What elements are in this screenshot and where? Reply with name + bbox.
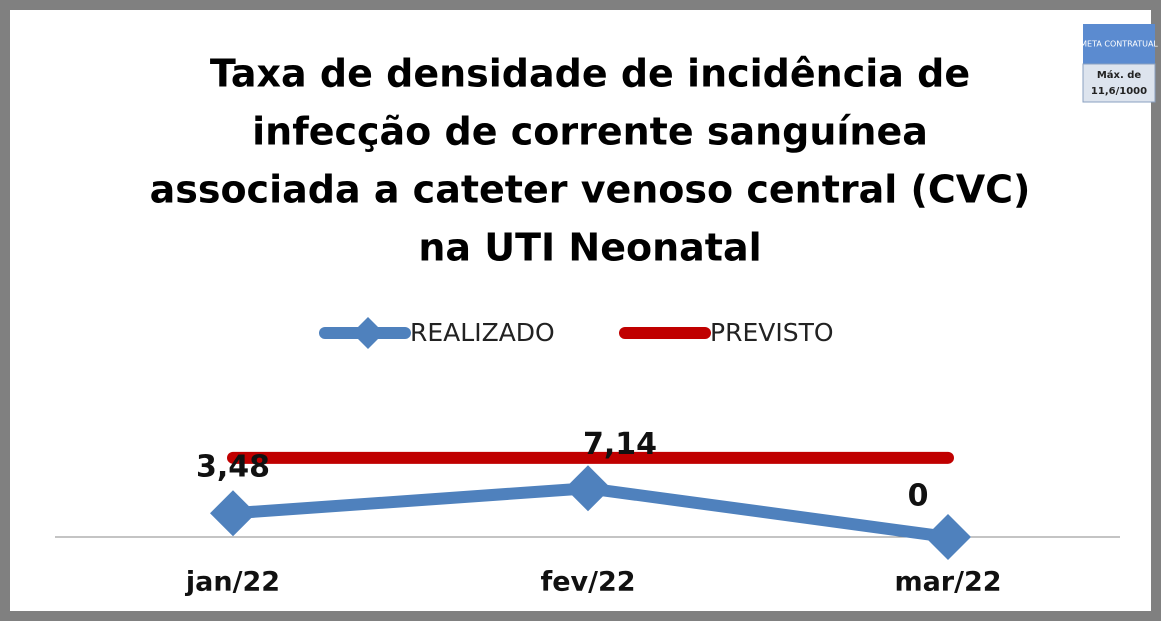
legend-label: PREVISTO <box>710 318 834 347</box>
marker <box>565 465 611 512</box>
badge-header: META CONTRATUAL <box>1080 40 1158 49</box>
x-tick-label: mar/22 <box>894 567 1001 598</box>
x-tick-label: jan/22 <box>185 567 280 598</box>
x-tick-label: fev/22 <box>540 567 635 598</box>
chart-title: Taxa de densidade de incidência de <box>210 52 970 96</box>
badge-header-bg <box>1083 24 1155 64</box>
data-label: 3,48 <box>196 450 270 485</box>
badge-body-bg <box>1082 63 1156 103</box>
data-label: 7,14 <box>583 427 657 462</box>
badge-line: Máx. de <box>1097 69 1142 81</box>
badge-line: 11,6/1000 <box>1091 86 1147 97</box>
legend-marker <box>352 317 384 349</box>
data-label: 0 <box>908 479 929 514</box>
marker <box>925 514 971 560</box>
chart-title: infecção de corrente sanguínea <box>252 110 928 154</box>
chart-title: associada a cateter venoso central (CVC) <box>150 168 1031 212</box>
marker <box>210 490 256 537</box>
chart-title: na UTI Neonatal <box>418 226 761 270</box>
legend-label: REALIZADO <box>410 318 555 347</box>
